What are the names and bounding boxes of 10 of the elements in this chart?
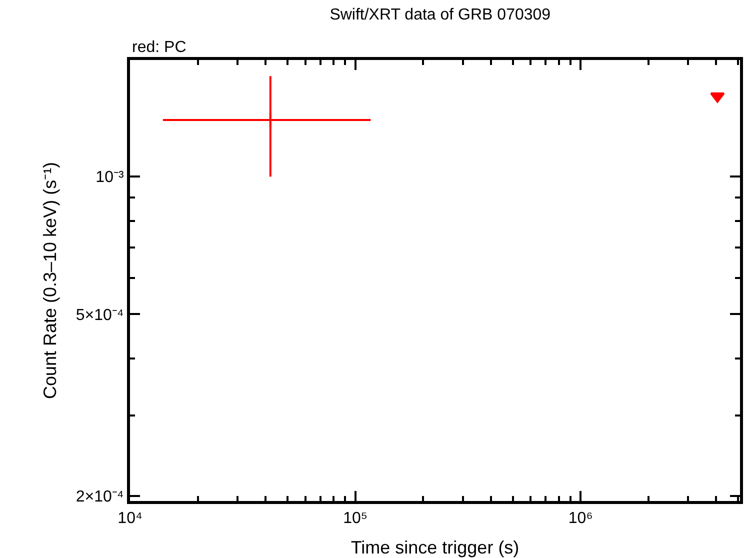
y-axis-title: Count Rate (0.3–10 keV) (s⁻¹) (40, 162, 60, 400)
y-tick-label: 2×10⁻⁴ (76, 488, 124, 506)
chart-subtitle: red: PC (132, 39, 186, 56)
x-tick-label: 10⁴ (118, 510, 142, 528)
x-axis-title: Time since trigger (s) (350, 537, 520, 558)
y-tick-label: 5×10⁻⁴ (76, 306, 124, 324)
x-tick-label: 10⁵ (343, 510, 368, 528)
chart-title: Swift/XRT data of GRB 070309 (330, 6, 551, 24)
y-tick-label: 10⁻³ (96, 169, 124, 186)
x-tick-label: 10⁶ (568, 510, 593, 528)
